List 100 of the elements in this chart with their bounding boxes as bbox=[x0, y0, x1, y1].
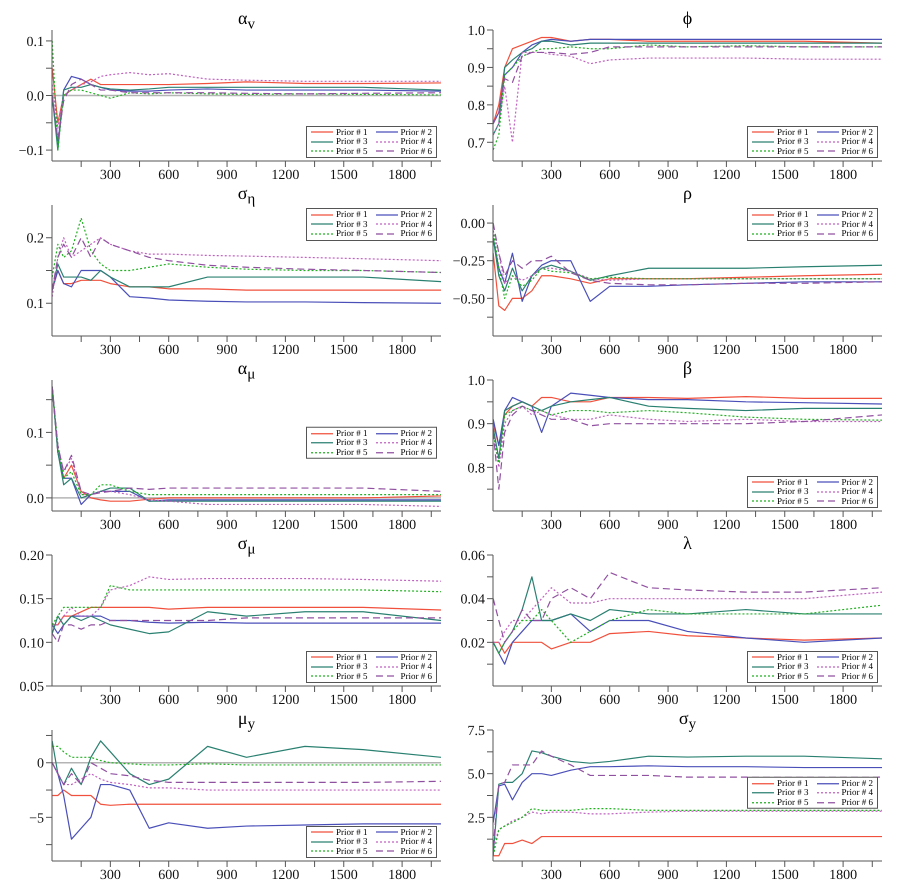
legend-label: Prior # 6 bbox=[842, 228, 873, 238]
x-tick-label: 1800 bbox=[829, 168, 858, 183]
x-tick-label: 1800 bbox=[388, 692, 416, 708]
y-tick-label: 1.0 bbox=[468, 374, 485, 389]
line-series bbox=[493, 604, 882, 654]
legend-label: Prior # 2 bbox=[400, 126, 432, 137]
line-series bbox=[493, 836, 882, 856]
x-tick-label: 300 bbox=[540, 692, 562, 708]
legend-label: Prior # 6 bbox=[400, 846, 432, 856]
y-tick-label: 0.2 bbox=[26, 232, 44, 247]
x-tick-label: 600 bbox=[158, 518, 180, 533]
x-tick-label: 1500 bbox=[770, 518, 799, 533]
legend-label: Prior # 2 bbox=[842, 126, 873, 137]
legend-label: Prior # 6 bbox=[842, 146, 873, 156]
line-series bbox=[52, 584, 441, 626]
x-tick-label: 1500 bbox=[770, 168, 799, 183]
x-tick-label: 600 bbox=[599, 342, 620, 358]
x-tick-label: 600 bbox=[599, 168, 620, 183]
y-tick-label: 0.9 bbox=[468, 418, 485, 433]
legend-label: Prior # 2 bbox=[400, 826, 432, 837]
x-tick-label: 1500 bbox=[330, 168, 358, 183]
x-tick-label: 1500 bbox=[770, 868, 799, 883]
line-series bbox=[52, 762, 441, 786]
y-tick-label: 0.0 bbox=[26, 492, 44, 507]
y-tick-label: 0.7 bbox=[468, 136, 485, 152]
legend-label: Prior # 5 bbox=[777, 496, 808, 506]
x-tick-label: 900 bbox=[658, 518, 679, 533]
line-series bbox=[493, 576, 882, 654]
legend-label: Prior # 3 bbox=[336, 437, 368, 448]
legend-label: Prior # 6 bbox=[400, 446, 432, 458]
legend-label: Prior # 4 bbox=[400, 836, 432, 846]
legend-label: Prior # 1 bbox=[777, 209, 808, 220]
legend-label: Prior # 1 bbox=[777, 778, 808, 788]
chart-title: σ$_{μ}$ bbox=[236, 533, 256, 560]
legend-label: Prior # 3 bbox=[777, 486, 808, 496]
chart-title: ϕ bbox=[682, 8, 694, 28]
y-tick-label: 0.8 bbox=[468, 98, 485, 114]
x-tick-label: 1500 bbox=[330, 518, 358, 533]
line-series bbox=[52, 218, 441, 278]
x-tick-label: 300 bbox=[100, 342, 121, 358]
legend-label: Prior # 3 bbox=[777, 218, 808, 229]
line-series bbox=[493, 252, 882, 311]
x-tick-label: 1800 bbox=[388, 168, 416, 183]
legend-label: Prior # 1 bbox=[336, 826, 368, 837]
x-tick-label: 1800 bbox=[829, 342, 858, 358]
x-tick-label: 1800 bbox=[388, 868, 416, 883]
line-series bbox=[52, 72, 441, 129]
line-series bbox=[493, 765, 882, 824]
legend-label: Prior # 4 bbox=[842, 218, 873, 229]
x-tick-label: 1500 bbox=[330, 692, 358, 708]
x-tick-label: 1800 bbox=[829, 518, 858, 533]
legend-label: Prior # 4 bbox=[842, 136, 873, 146]
line-series bbox=[52, 270, 441, 304]
line-series bbox=[493, 808, 882, 856]
legend-label: Prior # 3 bbox=[336, 136, 368, 146]
legend-label: Prior # 5 bbox=[777, 670, 808, 681]
x-tick-label: 1800 bbox=[829, 692, 858, 708]
legend-label: Prior # 2 bbox=[400, 209, 432, 220]
legend-label: Prior # 5 bbox=[336, 670, 368, 681]
x-tick-label: 300 bbox=[100, 518, 121, 533]
x-tick-label: 1500 bbox=[330, 342, 358, 358]
legend-label: Prior # 4 bbox=[400, 437, 432, 448]
y-tick-label: 0.0 bbox=[26, 89, 44, 104]
line-series bbox=[52, 789, 441, 806]
y-tick-label: 0.06 bbox=[460, 548, 485, 564]
legend-label: Prior # 4 bbox=[400, 661, 432, 672]
y-tick-label: 0.04 bbox=[460, 592, 485, 608]
legend-label: Prior # 2 bbox=[400, 652, 432, 662]
y-tick-label: 2.5 bbox=[468, 811, 485, 826]
y-tick-label: 0.8 bbox=[468, 461, 485, 476]
x-tick-label: 900 bbox=[216, 692, 238, 708]
y-tick-label: 7.5 bbox=[468, 724, 485, 739]
legend-label: Prior # 2 bbox=[842, 209, 873, 220]
x-tick-label: 1200 bbox=[712, 342, 740, 358]
legend-label: Prior # 5 bbox=[777, 146, 808, 156]
y-tick-label: 0.1 bbox=[26, 34, 44, 50]
y-tick-label: 0.1 bbox=[26, 297, 44, 312]
x-tick-label: 1500 bbox=[770, 342, 799, 358]
y-tick-label: −0.25 bbox=[452, 254, 485, 270]
chart-title: σ$_{η}$ bbox=[236, 183, 256, 210]
x-tick-label: 1500 bbox=[330, 868, 358, 883]
x-tick-label: 900 bbox=[216, 868, 238, 883]
legend-label: Prior # 3 bbox=[336, 218, 368, 229]
legend-label: Prior # 6 bbox=[400, 146, 432, 156]
legend-label: Prior # 1 bbox=[777, 476, 808, 487]
y-tick-label: 0.00 bbox=[460, 217, 485, 232]
y-tick-label: 5.0 bbox=[468, 768, 485, 783]
x-tick-label: 900 bbox=[658, 342, 679, 358]
x-tick-label: 600 bbox=[158, 342, 180, 358]
line-series bbox=[493, 396, 882, 460]
legend-label: Prior # 3 bbox=[777, 136, 808, 146]
line-series bbox=[52, 611, 441, 634]
legend-label: Prior # 2 bbox=[400, 428, 432, 438]
x-tick-label: 900 bbox=[658, 168, 679, 183]
y-tick-label: 1.0 bbox=[468, 24, 485, 39]
x-tick-label: 1200 bbox=[271, 518, 300, 533]
legend-label: Prior # 5 bbox=[336, 146, 368, 156]
line-series bbox=[52, 740, 441, 786]
x-tick-label: 300 bbox=[540, 868, 562, 883]
x-tick-label: 600 bbox=[158, 868, 180, 883]
